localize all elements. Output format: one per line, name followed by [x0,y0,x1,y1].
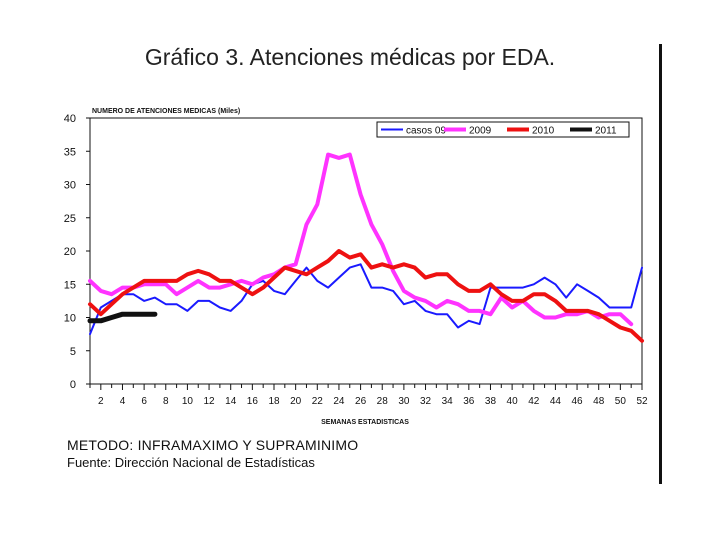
x-tick-label: 24 [333,396,345,407]
y-tick-label: 15 [64,279,76,291]
x-tick-label: 22 [312,396,324,407]
series-line-2011 [87,311,158,324]
y-tick-label: 40 [64,113,76,125]
y-tick-label: 0 [70,379,76,391]
x-tick-label: 2 [98,396,104,407]
x-tick-label: 38 [485,396,497,407]
x-tick-label: 46 [571,396,583,407]
x-tick-label: 28 [377,396,389,407]
method-note: METODO: INFRAMAXIMO Y SUPRAMINIMO [67,437,359,453]
y-tick-label: 5 [70,346,76,358]
series-line-2010 [88,249,644,343]
x-tick-label: 12 [203,396,215,407]
x-tick-label: 48 [593,396,605,407]
y-tick-label: 35 [64,146,76,158]
x-tick-label: 18 [268,396,280,407]
x-tick-label: 6 [141,396,147,407]
source-note: Fuente: Dirección Nacional de Estadístic… [67,455,315,470]
x-tick-label: 8 [163,396,169,407]
x-tick-label: 20 [290,396,302,407]
x-tick-label: 16 [247,396,259,407]
x-tick-label: 34 [442,396,454,407]
legend-label: casos 09 [406,126,446,137]
y-tick-label: 10 [64,313,76,325]
x-tick-label: 30 [398,396,410,407]
x-tick-label: 14 [225,396,237,407]
page-title: Gráfico 3. Atenciones médicas por EDA. [144,44,556,70]
x-axis-label: SEMANAS ESTADISTICAS [321,419,409,426]
x-tick-label: 44 [550,396,562,407]
x-tick-label: 26 [355,396,367,407]
series-line-2009 [88,152,634,327]
x-tick-label: 42 [528,396,540,407]
chart-title: NUMERO DE ATENCIONES MEDICAS (Miles) [92,108,240,115]
series-line-casos-09 [89,263,643,336]
x-tick-label: 40 [507,396,519,407]
legend-label: 2011 [595,126,617,137]
x-tick-label: 10 [182,396,194,407]
legend-box [376,121,630,138]
vertical-divider [659,44,662,484]
y-tick-label: 25 [64,213,76,225]
legend-label: 2010 [532,126,555,137]
legend-label: 2009 [469,126,492,137]
x-tick-label: 52 [636,396,648,407]
y-tick-label: 20 [64,246,76,258]
x-tick-label: 36 [463,396,475,407]
y-tick-label: 30 [64,180,76,192]
plot-frame [89,117,643,385]
x-tick-label: 32 [420,396,432,407]
x-tick-label: 50 [615,396,627,407]
x-tick-label: 4 [120,396,126,407]
